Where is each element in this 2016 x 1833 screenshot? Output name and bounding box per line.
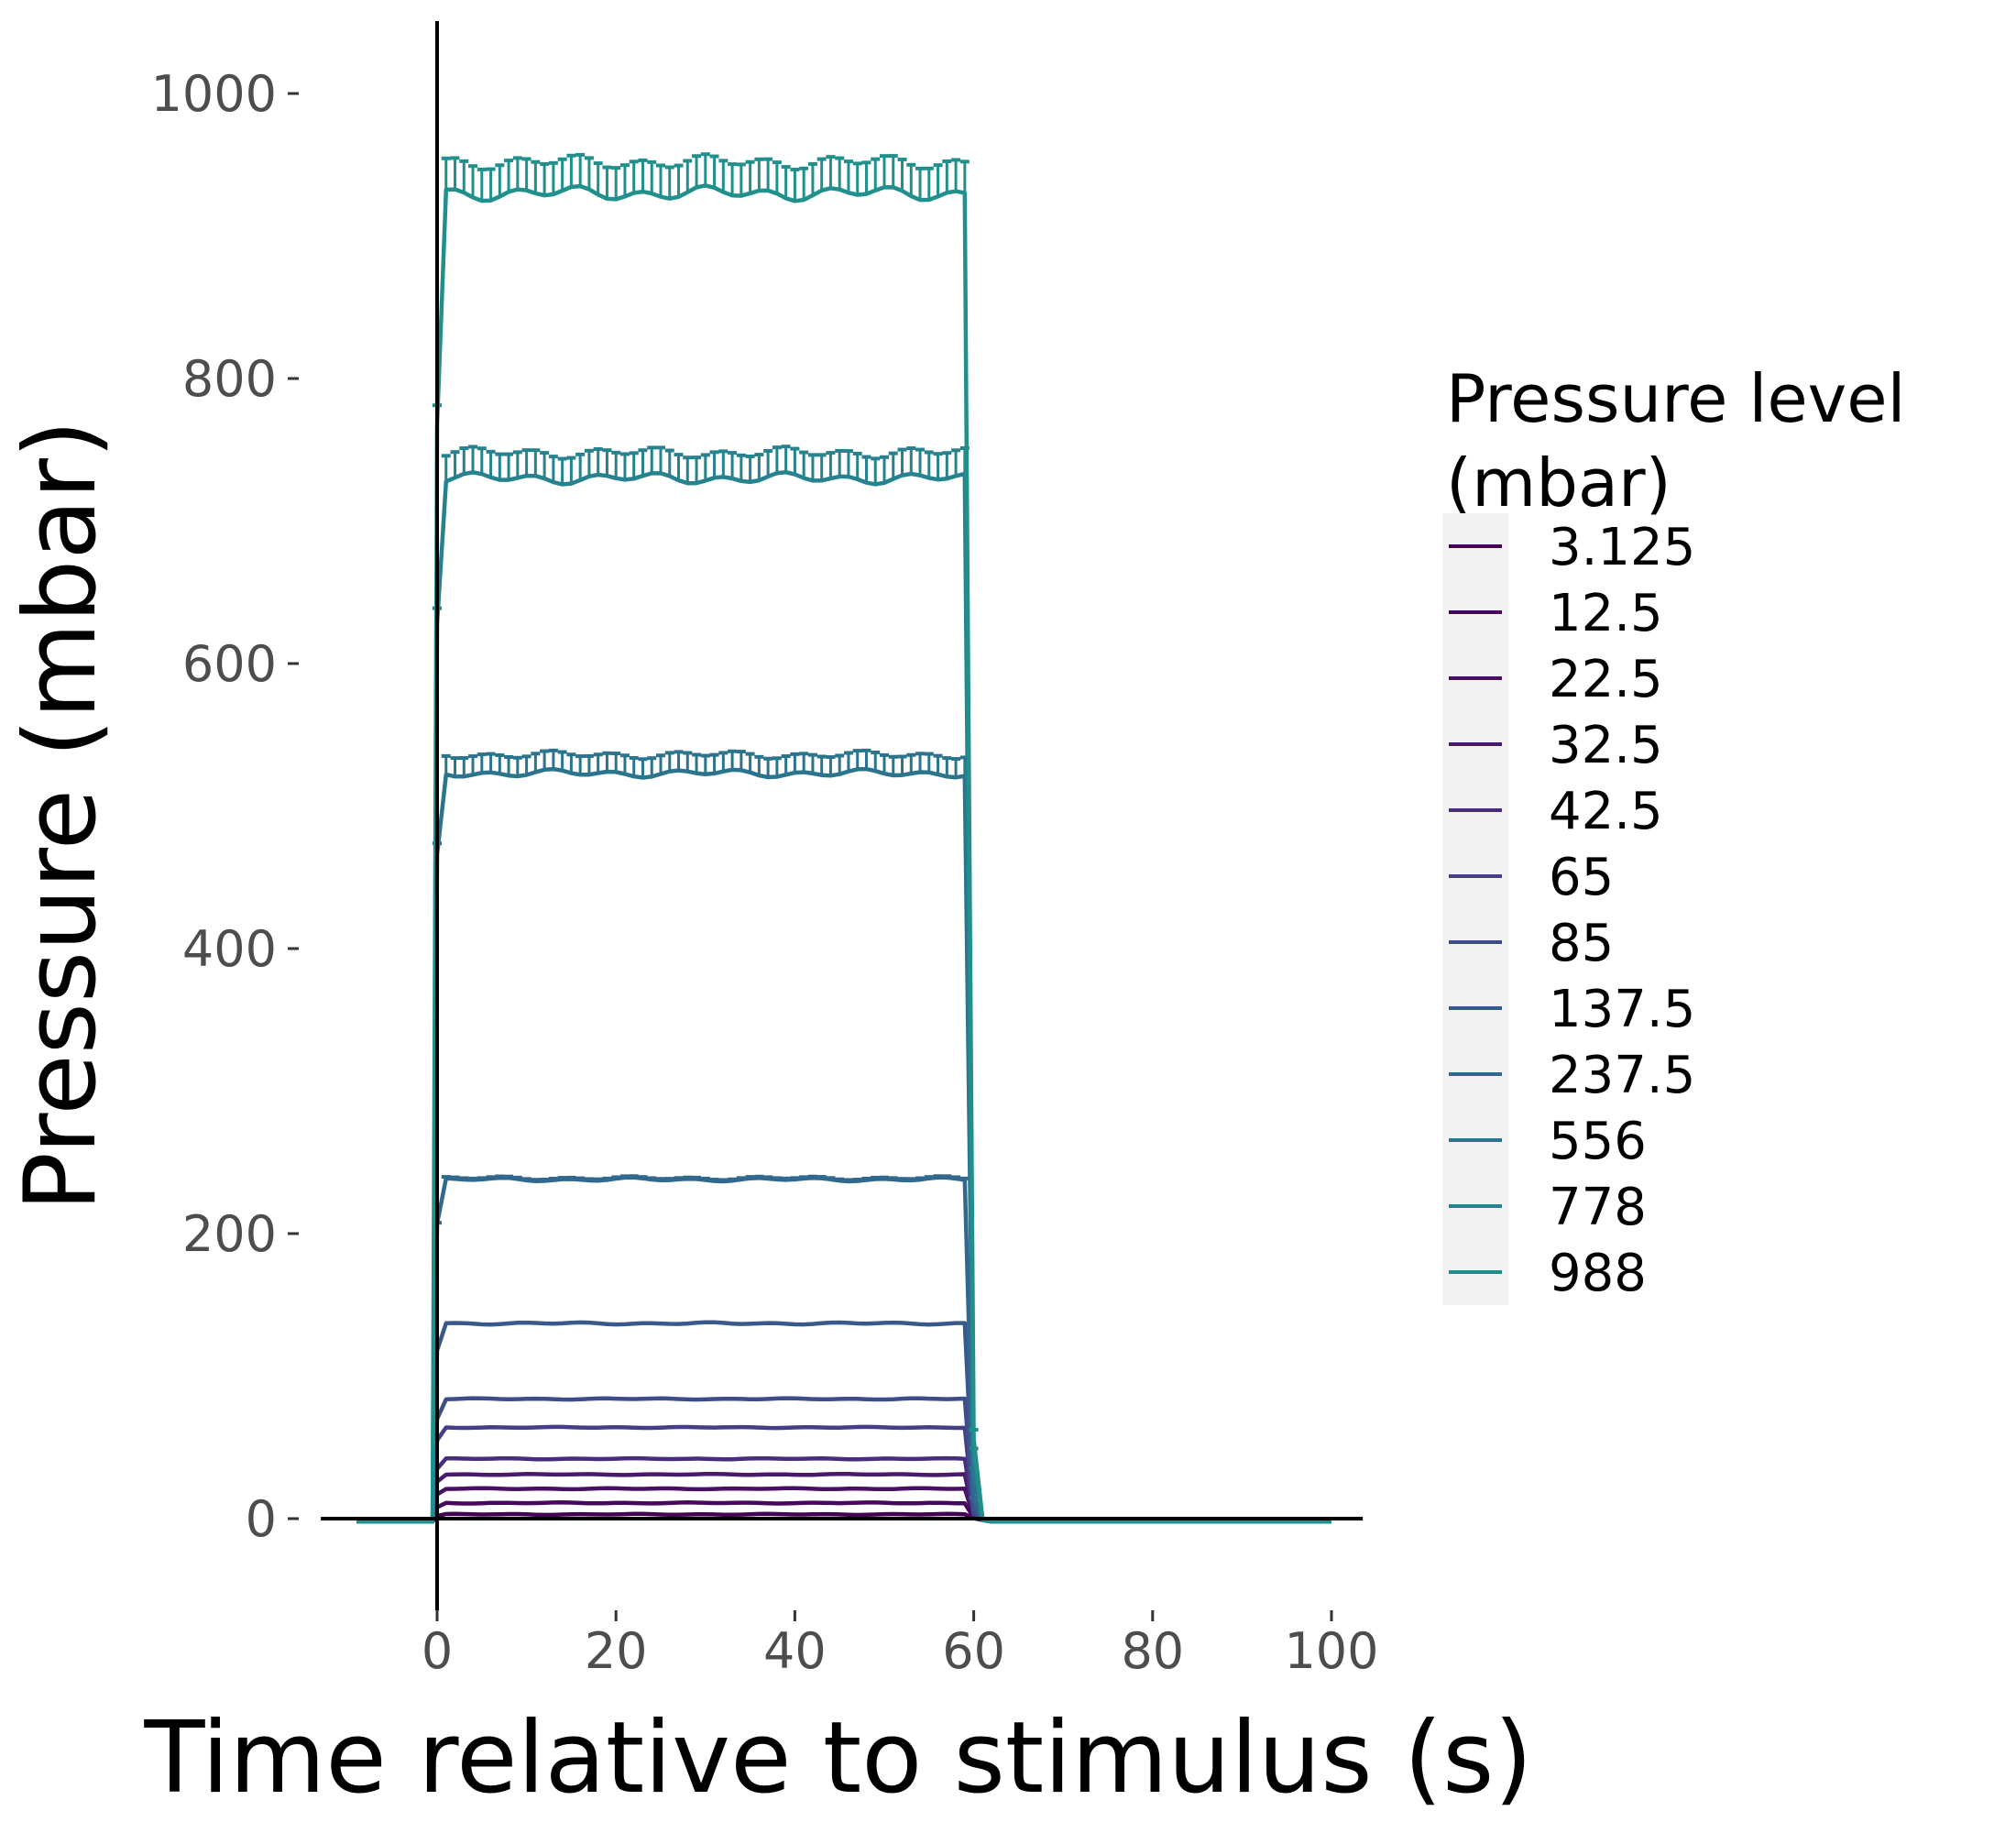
x-tick-label: 80 <box>1121 1622 1184 1680</box>
series-line <box>356 1320 1331 1524</box>
legend-label: 32.5 <box>1549 716 1663 775</box>
series-988 <box>356 152 1331 1524</box>
legend-item: 988 <box>1442 1239 1647 1305</box>
y-tick-label: 400 <box>182 920 277 978</box>
legend-label: 778 <box>1549 1178 1647 1237</box>
legend-label: 85 <box>1549 914 1614 973</box>
legend-label: 12.5 <box>1549 584 1663 643</box>
x-tick-label: 100 <box>1284 1622 1378 1680</box>
legend-label: 988 <box>1549 1244 1647 1303</box>
legend-item: 22.5 <box>1442 645 1663 711</box>
x-axis-title: Time relative to stimulus (s) <box>144 1701 1533 1816</box>
series-237_5 <box>356 1174 1331 1524</box>
series-137_5 <box>356 1320 1331 1524</box>
legend: Pressure level (mbar) 3.125 12.5 22.5 32.5 4… <box>1442 360 1906 1305</box>
series-line <box>356 766 1331 1524</box>
legend-item: 65 <box>1442 843 1614 909</box>
legend-item: 42.5 <box>1442 777 1663 843</box>
legend-item: 237.5 <box>1442 1041 1695 1107</box>
x-tick-label: 40 <box>763 1622 827 1680</box>
x-tick-label: 20 <box>585 1622 648 1680</box>
y-ticks: 0 200 400 600 800 1000 <box>151 65 299 1548</box>
series-layer <box>356 152 1331 1524</box>
legend-item: 32.5 <box>1442 711 1663 777</box>
series-778 <box>356 445 1331 1524</box>
legend-label: 237.5 <box>1549 1046 1695 1105</box>
y-tick-label: 200 <box>182 1205 277 1263</box>
legend-title-line-2: (mbar) <box>1446 445 1671 521</box>
legend-label: 3.125 <box>1549 518 1695 577</box>
legend-item: 85 <box>1442 909 1614 975</box>
legend-item: 137.5 <box>1442 975 1695 1041</box>
legend-item: 12.5 <box>1442 579 1663 645</box>
series-line <box>356 183 1331 1524</box>
legend-label: 137.5 <box>1549 980 1695 1039</box>
x-tick-label: 0 <box>422 1622 453 1680</box>
series-line <box>356 1175 1331 1524</box>
legend-item: 556 <box>1442 1107 1647 1173</box>
legend-title-line-1: Pressure level <box>1446 360 1906 437</box>
y-axis-title: Pressure (mbar) <box>4 420 118 1212</box>
x-ticks: 0 20 40 60 80 100 <box>422 1610 1379 1680</box>
legend-label: 22.5 <box>1549 650 1663 709</box>
legend-label: 42.5 <box>1549 782 1663 841</box>
y-tick-label: 600 <box>182 635 277 693</box>
y-tick-label: 800 <box>182 350 277 408</box>
legend-item: 3.125 <box>1442 513 1695 579</box>
legend-items: 3.125 12.5 22.5 32.5 42.5 65 85 137.5 237.5 556 77… <box>1442 513 1695 1305</box>
legend-item: 778 <box>1442 1173 1647 1239</box>
series-556 <box>356 748 1331 1524</box>
x-tick-label: 60 <box>942 1622 1005 1680</box>
legend-label: 65 <box>1549 848 1614 907</box>
y-tick-label: 1000 <box>151 65 277 123</box>
axes-layer <box>321 21 1364 1610</box>
legend-label: 556 <box>1549 1112 1647 1171</box>
y-tick-label: 0 <box>246 1490 277 1548</box>
series-line <box>356 469 1331 1524</box>
